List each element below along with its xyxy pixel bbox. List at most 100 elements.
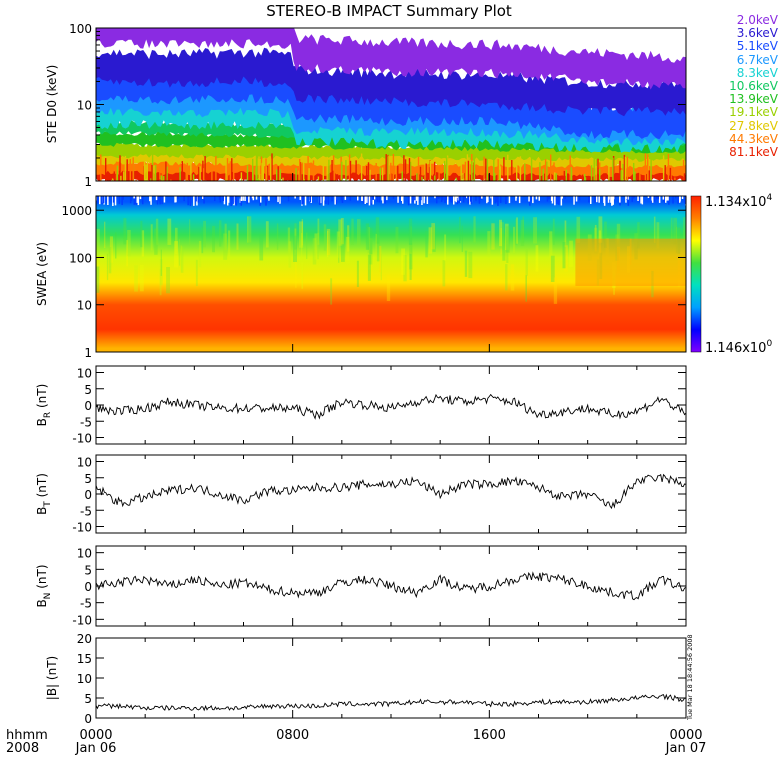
ste-streak [233, 164, 235, 181]
panel-frame [95, 365, 687, 445]
swea-streak [576, 216, 581, 244]
panel-y-label: BT (nT) [35, 473, 53, 515]
swea-top-edge [447, 196, 449, 205]
ste-band-19.1keV [96, 141, 686, 163]
ste-streak [276, 169, 278, 181]
ste-streak [326, 156, 328, 181]
swea-top-edge [561, 196, 563, 199]
ste-streak [299, 162, 302, 181]
ste-streak [581, 174, 584, 181]
swea-streak [369, 227, 373, 255]
swea-top-edge [458, 196, 460, 204]
ste-streak [185, 165, 187, 181]
swea-streak [499, 219, 502, 247]
colorbar-min-label: 1.146x100 [705, 339, 772, 356]
ste-streak [282, 177, 284, 181]
swea-top-edge [135, 196, 138, 206]
ste-streak [308, 168, 310, 181]
swea-streak [375, 217, 380, 244]
ste-streak [563, 170, 565, 181]
swea-top-edge [115, 196, 118, 200]
x-tick-label: 0000 [79, 728, 112, 743]
swea-streak [656, 222, 660, 249]
swea-top-edge [487, 196, 489, 203]
ste-streak [150, 178, 152, 181]
swea-top-edge [246, 196, 248, 204]
swea-top-edge [196, 196, 198, 206]
ste-legend-entry: 2.0keV [736, 13, 778, 27]
y-tick-label: -5 [80, 597, 92, 611]
swea-top-edge [475, 196, 477, 201]
swea-streak [461, 225, 463, 252]
swea-streak [564, 245, 568, 272]
swea-streak [265, 221, 269, 248]
ste-streak [416, 173, 418, 181]
ste-streak [485, 158, 487, 181]
swea-top-edge [331, 196, 333, 202]
ste-streak [199, 166, 201, 181]
swea-streak [141, 230, 145, 257]
swea-top-edge [277, 196, 279, 203]
swea-top-edge [187, 196, 189, 206]
swea-top-edge [177, 196, 179, 199]
swea-top-edge [573, 196, 575, 205]
swea-top-edge [195, 196, 197, 202]
ste-streak [170, 179, 172, 181]
ste-streak [409, 161, 412, 181]
swea-top-edge [334, 196, 336, 205]
swea-top-edge [610, 196, 612, 203]
ste-streak [270, 158, 272, 181]
swea-streak [323, 224, 327, 251]
swea-top-edge [421, 196, 423, 205]
y-label-unit: (nT) [35, 564, 49, 592]
swea-streak [594, 225, 597, 252]
ste-streak [255, 154, 258, 181]
ste-streak [486, 158, 489, 181]
swea-top-edge [222, 196, 224, 201]
swea-enhancement [575, 238, 686, 286]
ste-streak [303, 179, 305, 181]
panel-frame [95, 545, 687, 627]
swea-top-edge [596, 196, 598, 203]
ste-streak [550, 154, 552, 181]
panel-frame [95, 637, 687, 719]
swea-streak [500, 222, 504, 249]
swea-streak [550, 255, 555, 282]
ste-streak [499, 166, 501, 181]
swea-streak [198, 240, 202, 268]
swea-top-edge [309, 196, 312, 202]
ste-streak [542, 168, 544, 181]
swea-streak [380, 253, 382, 281]
swea-streak [653, 216, 656, 243]
swea-top-edge [412, 196, 414, 203]
swea-streak [288, 241, 292, 268]
swea-streak [159, 259, 163, 286]
swea-top-edge [340, 196, 342, 201]
swea-top-edge [392, 196, 395, 199]
swea-top-edge [310, 196, 312, 203]
swea-top-edge [367, 196, 370, 205]
ste-streak [650, 154, 652, 181]
ste-streak [386, 157, 388, 181]
swea-top-edge [437, 196, 440, 199]
ste-legend-entry: 19.1keV [729, 105, 778, 120]
swea-streak [180, 245, 182, 272]
y-label-unit: (nT) [35, 384, 49, 412]
ste-streak [519, 156, 522, 181]
ste-streak [151, 164, 153, 181]
ste-streak [259, 174, 261, 181]
swea-streak [515, 218, 517, 246]
swea-streak [564, 220, 567, 247]
swea-top-edge [114, 196, 117, 206]
swea-top-edge [651, 196, 654, 203]
swea-top-edge [481, 196, 483, 199]
y-tick-label: 5 [84, 692, 92, 706]
ste-streak [554, 172, 556, 181]
ste-streak [266, 165, 269, 181]
panel-y-label: BR (nT) [35, 384, 53, 427]
swea-top-edge [102, 196, 105, 204]
ste-streak [664, 165, 666, 181]
swea-top-edge [575, 196, 578, 202]
swea-streak [673, 217, 677, 245]
swea-streak [301, 233, 303, 260]
